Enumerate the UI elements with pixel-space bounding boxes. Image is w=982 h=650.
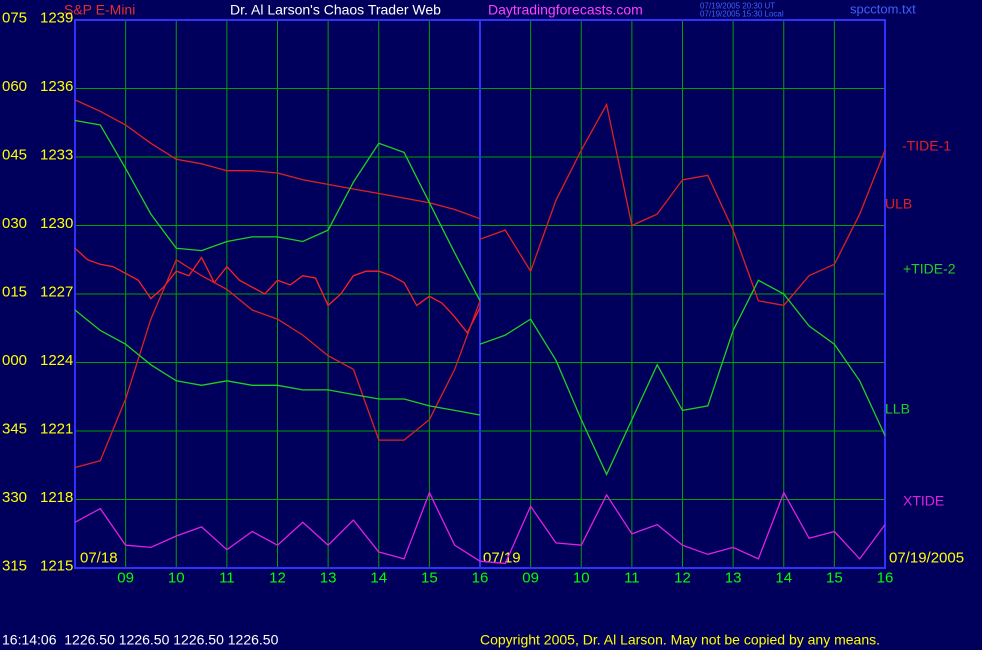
date-label: 07/19/2005 <box>889 549 964 566</box>
y-angle-label: 060 <box>2 78 27 95</box>
x-tick-label: 12 <box>269 569 286 586</box>
x-tick-label: 10 <box>573 569 590 586</box>
y-tick-label: 1218 <box>40 489 73 506</box>
y-tick-label: 1239 <box>40 9 73 26</box>
x-tick-label: 12 <box>674 569 691 586</box>
date-label: 07/18 <box>80 549 118 566</box>
y-angle-label: 030 <box>2 215 27 232</box>
series-line <box>74 247 481 335</box>
x-tick-label: 14 <box>775 569 792 586</box>
x-tick-label: 13 <box>725 569 742 586</box>
y-tick-label: 1233 <box>40 146 73 163</box>
y-tick-label: 1221 <box>40 420 73 437</box>
x-tick-label: 15 <box>826 569 843 586</box>
timestamp: 07/19/2005 15:30 Local <box>700 10 784 19</box>
series-line <box>479 279 886 476</box>
legend-label: XTIDE <box>903 492 944 508</box>
series-line <box>74 309 481 416</box>
series-line <box>74 119 481 302</box>
x-tick-label: 11 <box>219 569 235 586</box>
x-tick-label: 11 <box>624 569 640 586</box>
y-angle-label: 075 <box>2 9 27 26</box>
status-line: 16:14:06 1226.50 1226.50 1226.50 1226.50 <box>2 631 279 647</box>
legend-label: +TIDE-2 <box>903 260 956 276</box>
x-tick-label: 13 <box>320 569 337 586</box>
x-tick-label: 14 <box>370 569 387 586</box>
y-angle-label: 330 <box>2 489 27 506</box>
y-tick-label: 1236 <box>40 78 73 95</box>
y-tick-label: 1230 <box>40 215 73 232</box>
x-tick-label: 16 <box>472 569 489 586</box>
x-tick-label: 16 <box>877 569 894 586</box>
legend-label: -TIDE-1 <box>902 137 951 153</box>
chart-title: Dr. Al Larson's Chaos Trader Web <box>230 1 441 17</box>
y-angle-label: 345 <box>2 420 27 437</box>
website: Daytradingforecasts.com <box>488 1 643 17</box>
filename: spcctom.txt <box>850 2 916 17</box>
copyright: Copyright 2005, Dr. Al Larson. May not b… <box>480 631 880 647</box>
y-tick-label: 1224 <box>40 352 73 369</box>
x-tick-label: 10 <box>168 569 185 586</box>
x-tick-label: 15 <box>421 569 438 586</box>
series-line <box>479 102 886 307</box>
y-angle-label: 015 <box>2 283 27 300</box>
legend-label: LLB <box>885 400 910 416</box>
date-label: 07/19 <box>483 549 521 566</box>
y-angle-label: 000 <box>2 352 27 369</box>
series-line <box>74 258 481 469</box>
x-tick-label: 09 <box>522 569 539 586</box>
instrument-label: S&P E-Mini <box>64 1 135 17</box>
y-tick-label: 1227 <box>40 283 73 300</box>
legend-label: ULB <box>885 195 912 211</box>
series-line <box>74 491 886 565</box>
y-tick-label: 1215 <box>40 557 73 574</box>
y-angle-label: 315 <box>2 557 27 574</box>
y-angle-label: 045 <box>2 146 27 163</box>
series-line <box>74 99 481 220</box>
timestamp: 07/19/2005 20:30 UT <box>700 2 775 11</box>
x-tick-label: 09 <box>117 569 134 586</box>
